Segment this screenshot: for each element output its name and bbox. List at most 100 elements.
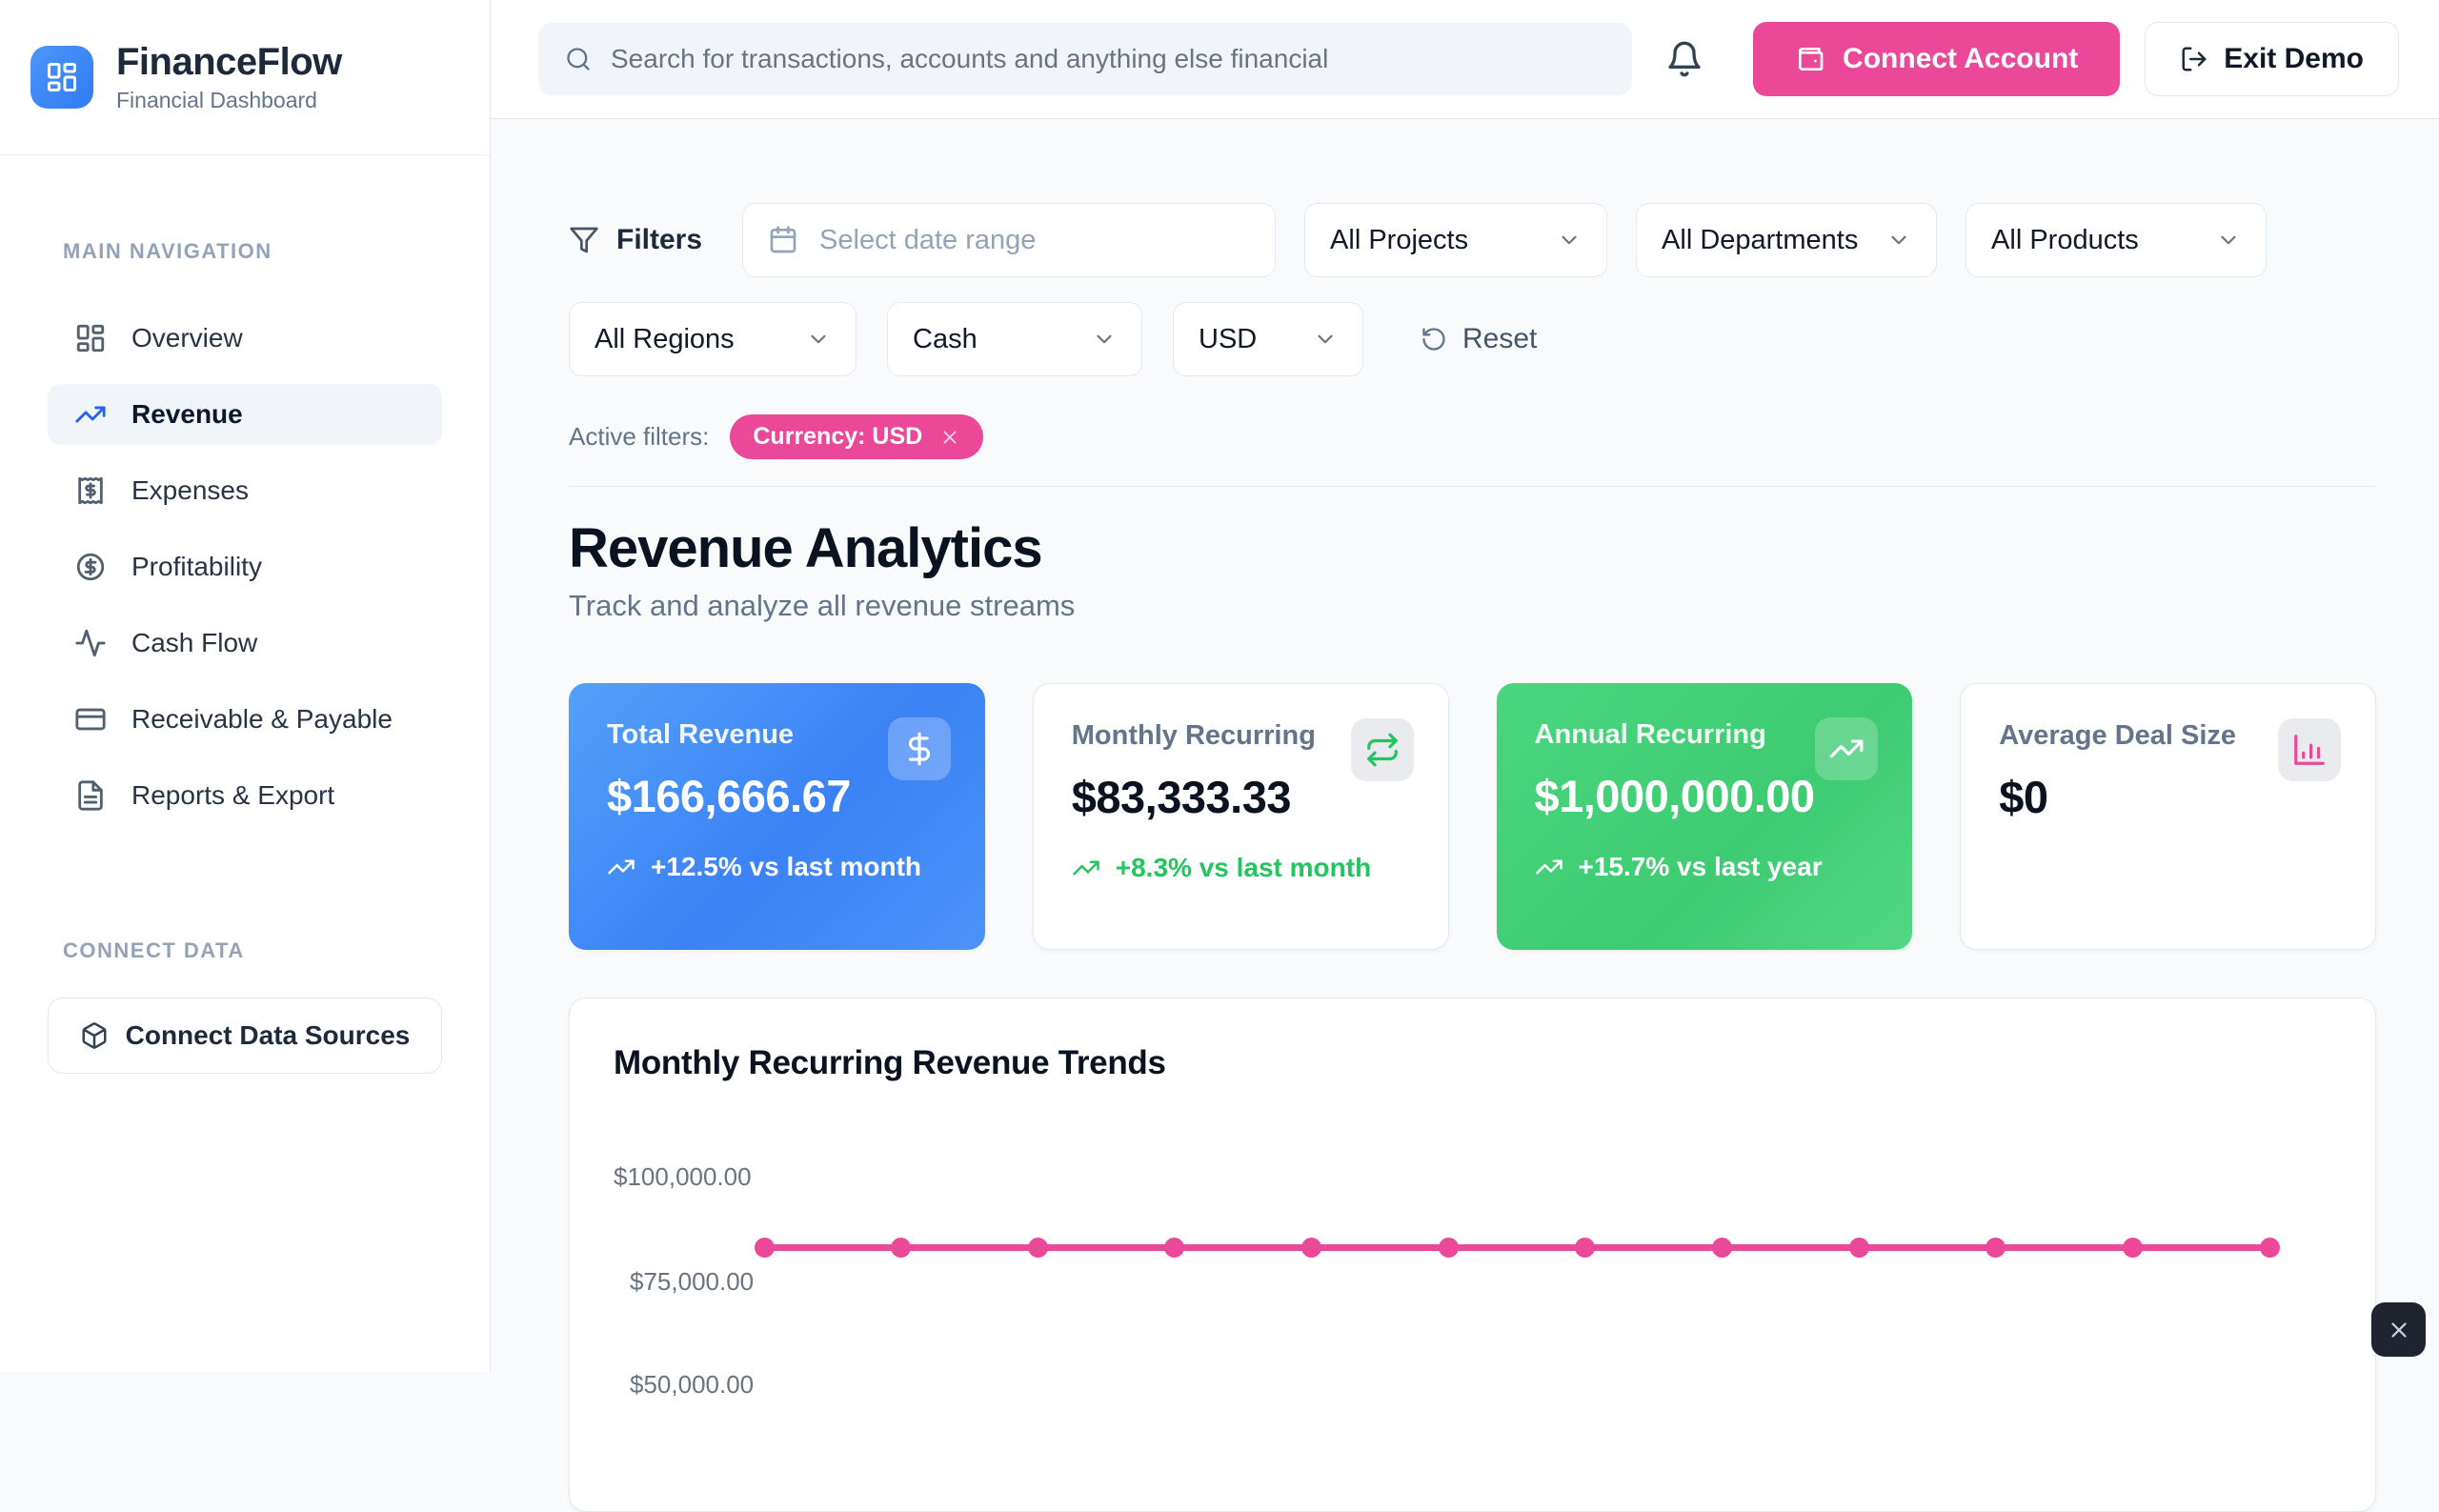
rotate-ccw-icon <box>1421 326 1447 353</box>
chevron-down-icon <box>1313 327 1338 352</box>
projects-select[interactable]: All Projects <box>1304 203 1608 277</box>
sidebar-item-reports-export[interactable]: Reports & Export <box>48 765 442 826</box>
chevron-down-icon <box>1092 327 1117 352</box>
filters-divider <box>569 486 2376 487</box>
file-text-icon <box>74 779 107 812</box>
filter-funnel-icon <box>569 225 599 255</box>
trending-up-icon <box>74 398 107 431</box>
date-range-input[interactable] <box>819 224 1251 256</box>
chevron-down-icon <box>2216 228 2241 252</box>
sidebar-item-overview[interactable]: Overview <box>48 308 442 369</box>
accounting-basis-select[interactable]: Cash <box>887 302 1142 376</box>
reset-filters-button[interactable]: Reset <box>1421 323 1537 355</box>
sidebar: FinanceFlow Financial Dashboard MAIN NAV… <box>0 0 491 1372</box>
close-icon <box>2387 1318 2411 1342</box>
sidebar-item-revenue[interactable]: Revenue <box>48 384 442 445</box>
brand: FinanceFlow Financial Dashboard <box>0 0 490 155</box>
dashboard-icon <box>74 322 107 354</box>
sidebar-item-expenses[interactable]: Expenses <box>48 460 442 521</box>
chart-data-point <box>1164 1238 1185 1258</box>
credit-card-icon <box>74 703 107 736</box>
main-navigation: Overview Revenue Expenses Profitability … <box>0 308 490 826</box>
y-axis-tick: $100,000.00 <box>614 1162 752 1191</box>
chip-close-icon[interactable] <box>939 427 960 448</box>
kpi-delta: +12.5% vs last month <box>607 849 947 884</box>
products-select[interactable]: All Products <box>1965 203 2268 277</box>
connect-account-button[interactable]: Connect Account <box>1753 22 2121 96</box>
kpi-delta: +15.7% vs last year <box>1535 849 1875 884</box>
chart-data-point <box>1301 1238 1322 1258</box>
chevron-down-icon <box>806 327 831 352</box>
dashboard-logo-icon <box>45 60 79 94</box>
sidebar-item-profitability[interactable]: Profitability <box>48 536 442 597</box>
kpi-value: $0 <box>1999 772 2048 822</box>
currency-filter-chip[interactable]: Currency: USD <box>730 414 984 459</box>
kpi-card-total-revenue: Total Revenue $166,666.67 +12.5% vs last… <box>569 683 985 950</box>
kpi-value: $1,000,000.00 <box>1534 771 1816 821</box>
chart-data-point <box>1711 1238 1732 1258</box>
calendar-icon <box>768 225 798 255</box>
connect-account-label: Connect Account <box>1843 43 2079 74</box>
receipt-icon <box>74 474 107 507</box>
sidebar-item-receivable-payable[interactable]: Receivable & Payable <box>48 689 442 750</box>
chart-data-point <box>1985 1238 2006 1258</box>
regions-select[interactable]: All Regions <box>569 302 857 376</box>
sidebar-item-label: Expenses <box>131 475 249 505</box>
app-tagline: Financial Dashboard <box>116 88 317 112</box>
filters-row-1: Filters All Projects All Departments All… <box>569 203 2376 277</box>
notifications-bell-icon[interactable] <box>1665 40 1703 78</box>
trending-up-icon <box>607 853 635 881</box>
search-icon <box>565 46 592 72</box>
sidebar-item-cash-flow[interactable]: Cash Flow <box>48 613 442 674</box>
page-title: Revenue Analytics <box>569 517 1043 579</box>
logout-icon <box>2180 45 2208 73</box>
chart-data-point <box>2122 1238 2143 1258</box>
y-axis-tick: $75,000.00 <box>630 1267 755 1296</box>
connect-data-sources-label: Connect Data Sources <box>125 1020 411 1050</box>
chart-data-point <box>1438 1238 1459 1258</box>
kpi-card-annual-recurring: Annual Recurring $1,000,000.00 +15.7% vs… <box>1496 683 1913 950</box>
trending-up-icon <box>1072 854 1100 882</box>
chart-data-point <box>2259 1238 2280 1258</box>
mrr-trends-chart-card: Monthly Recurring Revenue Trends $100,00… <box>569 998 2376 1512</box>
chart-data-point <box>754 1238 775 1258</box>
exit-demo-button[interactable]: Exit Demo <box>2145 22 2399 96</box>
y-axis-tick: $50,000.00 <box>630 1370 755 1399</box>
kpi-cards-row: Total Revenue $166,666.67 +12.5% vs last… <box>569 683 2376 950</box>
connect-data-heading: CONNECT DATA <box>63 938 245 962</box>
app-title: FinanceFlow <box>116 41 342 83</box>
search-bar <box>538 23 1632 95</box>
sidebar-item-label: Profitability <box>131 552 262 581</box>
mrr-line-series <box>764 1244 2269 1251</box>
cube-icon <box>80 1021 109 1050</box>
sidebar-item-label: Receivable & Payable <box>131 704 393 734</box>
sidebar-item-label: Reports & Export <box>131 780 335 810</box>
sidebar-item-label: Revenue <box>131 399 243 429</box>
chevron-down-icon <box>1557 228 1582 252</box>
repeat-icon <box>1364 732 1401 768</box>
connect-data-sources-button[interactable]: Connect Data Sources <box>48 998 442 1074</box>
chevron-down-icon <box>1886 228 1911 252</box>
app-logo <box>30 46 93 109</box>
chart-title: Monthly Recurring Revenue Trends <box>614 1044 1166 1081</box>
kpi-value: $166,666.67 <box>607 771 851 821</box>
chart-data-point <box>1848 1238 1869 1258</box>
kpi-value: $83,333.33 <box>1071 772 1292 822</box>
currency-select[interactable]: USD <box>1173 302 1363 376</box>
main-navigation-heading: MAIN NAVIGATION <box>63 239 272 263</box>
main-content: Filters All Projects All Departments All… <box>491 119 2439 1512</box>
exit-demo-label: Exit Demo <box>2224 43 2364 74</box>
chart-data-point <box>891 1238 912 1258</box>
departments-select[interactable]: All Departments <box>1636 203 1938 277</box>
kpi-card-monthly-recurring: Monthly Recurring $83,333.33 +8.3% vs la… <box>1032 683 1449 950</box>
dollar-circle-icon <box>74 551 107 583</box>
chart-data-point <box>1575 1238 1596 1258</box>
page-subtitle: Track and analyze all revenue streams <box>569 589 1076 622</box>
top-bar: Connect Account Exit Demo <box>491 0 2439 119</box>
filters-row-2: All Regions Cash USD Reset <box>569 302 2376 376</box>
active-filters-row: Active filters: Currency: USD <box>569 414 2376 459</box>
date-range-field <box>742 203 1277 277</box>
search-input[interactable] <box>611 44 1605 74</box>
active-filters-label: Active filters: <box>569 422 710 451</box>
overlay-close-button[interactable] <box>2371 1302 2426 1357</box>
